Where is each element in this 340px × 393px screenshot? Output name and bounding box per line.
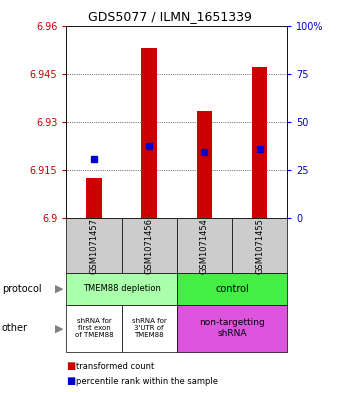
Text: control: control bbox=[215, 284, 249, 294]
Text: protocol: protocol bbox=[2, 284, 41, 294]
Text: transformed count: transformed count bbox=[76, 362, 155, 371]
Bar bbox=[141, 48, 157, 218]
Text: shRNA for
3'UTR of
TMEM88: shRNA for 3'UTR of TMEM88 bbox=[132, 318, 167, 338]
Text: non-targetting
shRNA: non-targetting shRNA bbox=[199, 318, 265, 338]
Text: ▶: ▶ bbox=[55, 323, 64, 333]
Text: GDS5077 / ILMN_1651339: GDS5077 / ILMN_1651339 bbox=[88, 10, 252, 23]
Text: TMEM88 depletion: TMEM88 depletion bbox=[83, 285, 160, 293]
Text: shRNA for
first exon
of TMEM88: shRNA for first exon of TMEM88 bbox=[74, 318, 113, 338]
Text: percentile rank within the sample: percentile rank within the sample bbox=[76, 377, 219, 386]
Text: GSM1071455: GSM1071455 bbox=[255, 218, 264, 274]
Text: GSM1071457: GSM1071457 bbox=[89, 218, 98, 274]
Bar bbox=[86, 178, 102, 218]
Text: ■: ■ bbox=[66, 362, 75, 371]
Bar bbox=[252, 67, 268, 218]
Text: ■: ■ bbox=[66, 376, 75, 386]
Text: GSM1071454: GSM1071454 bbox=[200, 218, 209, 274]
Text: other: other bbox=[2, 323, 28, 333]
Bar bbox=[197, 110, 212, 218]
Text: GSM1071456: GSM1071456 bbox=[145, 218, 154, 274]
Text: ▶: ▶ bbox=[55, 284, 64, 294]
